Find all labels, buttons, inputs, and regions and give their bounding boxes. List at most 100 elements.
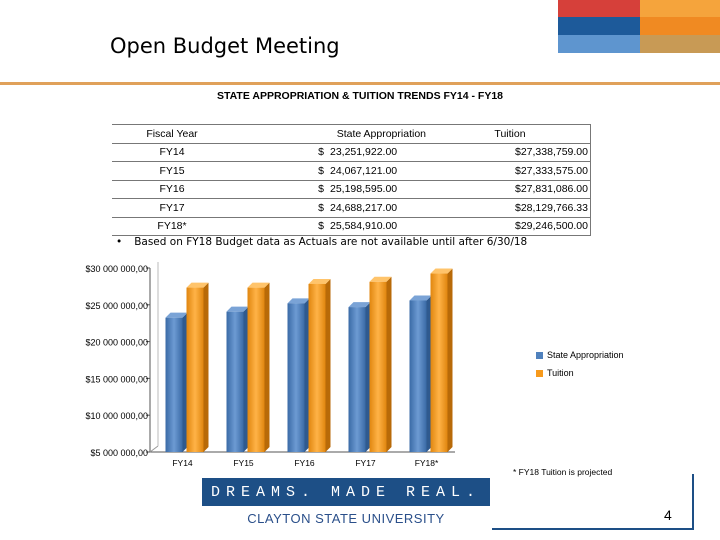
bar-top [430, 268, 453, 274]
bar-tuition [186, 282, 209, 452]
chart-labels: $30 000 000,00 $25 000 000,00 $20 000 000,… [85, 264, 439, 468]
bullet-glyph: • [116, 236, 123, 248]
x-tick-label: FY16 [294, 458, 315, 468]
floor-edge [149, 445, 159, 453]
bar-face [165, 317, 183, 452]
bar-top [226, 306, 249, 312]
legend-swatch-state [536, 351, 543, 359]
table-subtitle: STATE APPROPRIATION & TUITION TRENDS FY1… [216, 90, 504, 102]
bar-side [447, 268, 453, 452]
bar-side [304, 298, 310, 452]
bar-face [247, 287, 265, 452]
bar-face [409, 300, 427, 452]
bar-state [226, 306, 249, 452]
bar-face [369, 281, 387, 452]
cell-currency: $ [232, 180, 328, 199]
cell-state: 24,067,121.00 [328, 161, 430, 181]
y-tick-label: $10 000 000,00 [85, 411, 148, 421]
bar-chart: $30 000 000,00 $25 000 000,00 $20 000 000,… [85, 262, 455, 468]
x-tick-label: FY17 [355, 458, 376, 468]
header-state-appropriation: State Appropriation [232, 124, 430, 144]
bar-side [182, 312, 188, 452]
chart-bars [165, 268, 453, 452]
chart-legend: State Appropriation Tuition [536, 346, 624, 382]
color-block-lightblue [558, 35, 640, 53]
bar-tuition [308, 278, 331, 452]
page-number: 4 [664, 507, 672, 523]
y-tick-label: $15 000 000,00 [85, 374, 148, 384]
university-name: CLAYTON STATE UNIVERSITY [247, 511, 445, 526]
bar-state [165, 312, 188, 452]
x-tick-label: FY15 [233, 458, 254, 468]
bar-side [243, 306, 249, 452]
cell-year: FY18* [112, 217, 232, 236]
bar-face [348, 307, 366, 452]
bar-top [165, 312, 188, 318]
table-row: FY14 $ 23,251,922.00 $27,338,759.00 [112, 143, 591, 162]
bar-side [426, 295, 432, 452]
cell-year: FY17 [112, 198, 232, 218]
cell-currency: $ [232, 217, 328, 236]
bar-face [308, 283, 326, 452]
cell-tuition: $29,246,500.00 [430, 217, 591, 236]
cell-year: FY14 [112, 143, 232, 162]
cell-currency: $ [232, 161, 328, 181]
x-tick-label: FY14 [172, 458, 193, 468]
bar-state [348, 302, 371, 452]
y-tick-label: $5 000 000,00 [90, 448, 148, 458]
header-fiscal-year: Fiscal Year [112, 124, 232, 144]
budget-table: Fiscal Year State Appropriation Tuition … [112, 124, 591, 236]
page-frame [492, 474, 694, 530]
note-text: Based on FY18 Budget data as Actuals are… [134, 236, 528, 248]
bar-top [369, 276, 392, 282]
cell-tuition: $27,333,575.00 [430, 161, 591, 181]
legend-label-state: State Appropriation [547, 350, 624, 360]
bar-top [247, 282, 270, 288]
bar-tuition [247, 282, 270, 452]
bar-state [287, 298, 310, 452]
bar-face [226, 311, 244, 452]
bar-face [430, 273, 448, 452]
table-row: FY16 $ 25,198,595.00 $27,831,086.00 [112, 180, 591, 199]
color-block-red [558, 0, 640, 17]
cell-year: FY16 [112, 180, 232, 199]
y-tick-label: $25 000 000,00 [85, 301, 148, 311]
cell-state: 24,688,217.00 [328, 198, 430, 218]
cell-tuition: $27,831,086.00 [430, 180, 591, 199]
color-block-amber [640, 17, 720, 35]
data-note: • Based on FY18 Budget data as Actuals ar… [116, 236, 527, 248]
legend-label-tuition: Tuition [547, 368, 574, 378]
color-block-blue [558, 17, 640, 35]
bar-side [365, 302, 371, 452]
tagline-banner: DREAMS. MADE REAL. [202, 478, 490, 506]
legend-swatch-tuition [536, 369, 543, 377]
title-underline [0, 82, 720, 85]
table-row: FY18* $ 25,584,910.00 $29,246,500.00 [112, 217, 591, 236]
cell-currency: $ [232, 143, 328, 162]
table-row: FY15 $ 24,067,121.00 $27,333,575.00 [112, 161, 591, 181]
cell-state: 23,251,922.00 [328, 143, 430, 162]
x-tick-label: FY18* [415, 458, 439, 468]
legend-item-state: State Appropriation [536, 346, 624, 364]
bar-top [409, 295, 432, 301]
cell-state: 25,584,910.00 [328, 217, 430, 236]
y-tick-label: $20 000 000,00 [85, 338, 148, 348]
bar-side [203, 282, 209, 452]
bar-side [325, 278, 331, 452]
cell-currency: $ [232, 198, 328, 218]
bar-tuition [369, 276, 392, 452]
bar-face [287, 303, 305, 452]
color-block-orange [640, 0, 720, 17]
y-tick-label: $30 000 000,00 [85, 264, 148, 274]
cell-tuition: $28,129,766.33 [430, 198, 591, 218]
bar-state [409, 295, 432, 452]
bar-face [186, 287, 204, 452]
table-header-row: Fiscal Year State Appropriation Tuition [112, 124, 591, 144]
chart-footnote: * FY18 Tuition is projected [513, 467, 613, 477]
bar-top [186, 282, 209, 288]
cell-state: 25,198,595.00 [328, 180, 430, 199]
color-block-gold [640, 35, 720, 53]
cell-year: FY15 [112, 161, 232, 181]
slide-title: Open Budget Meeting [110, 34, 340, 58]
bar-top [308, 278, 331, 284]
